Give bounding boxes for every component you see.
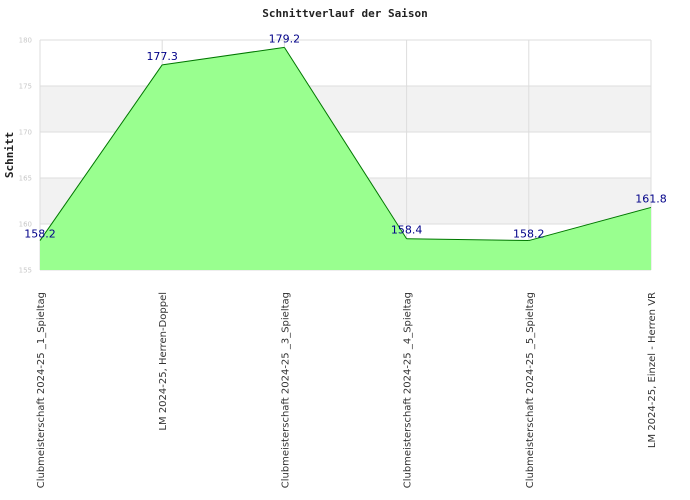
area-fill — [40, 47, 651, 270]
x-tick-label: Clubmeisterschaft 2024-25 _5_Spieltag — [525, 292, 536, 488]
y-tick-label: 160 — [19, 221, 32, 229]
x-tick-label: Clubmeisterschaft 2024-25 _4_Spieltag — [403, 292, 414, 488]
x-axis-ticks: Clubmeisterschaft 2024-25 _1_Spieltag LM … — [36, 292, 658, 488]
chart-title: Schnittverlauf der Saison — [262, 7, 428, 20]
data-label: 161.8 — [635, 192, 667, 205]
data-label: 158.2 — [513, 228, 545, 241]
series-line-segment — [283, 47, 408, 239]
series-line-segment — [528, 206, 652, 242]
data-label: 158.2 — [24, 228, 56, 241]
series-line-segment — [406, 238, 529, 242]
x-tick-label: Clubmeisterschaft 2024-25 _1_Spieltag — [36, 292, 47, 488]
y-axis-title: Schnitt — [3, 132, 16, 178]
y-tick-label: 165 — [19, 175, 32, 183]
data-label: 158.4 — [391, 224, 423, 237]
data-area — [39, 46, 652, 270]
x-tick-label: LM 2024-25, Herren-Doppel — [158, 292, 169, 431]
x-tick-label: Clubmeisterschaft 2024-25 _3_Spieltag — [280, 292, 291, 488]
data-labels: 158.2 177.3 179.2 158.4 158.2 161.8 — [24, 32, 667, 240]
series-line-segment — [162, 46, 285, 66]
y-tick-label: 175 — [19, 83, 32, 91]
series-line-segment — [39, 64, 163, 241]
data-label: 177.3 — [146, 50, 178, 63]
y-tick-label: 155 — [19, 267, 32, 275]
y-tick-label: 170 — [19, 129, 32, 137]
x-tick-label: LM 2024-25, Einzel - Herren VR — [647, 292, 658, 448]
y-tick-label: 180 — [19, 37, 32, 45]
data-label: 179.2 — [269, 32, 301, 45]
y-axis-ticks: 155 160 165 170 175 180 — [19, 37, 32, 275]
